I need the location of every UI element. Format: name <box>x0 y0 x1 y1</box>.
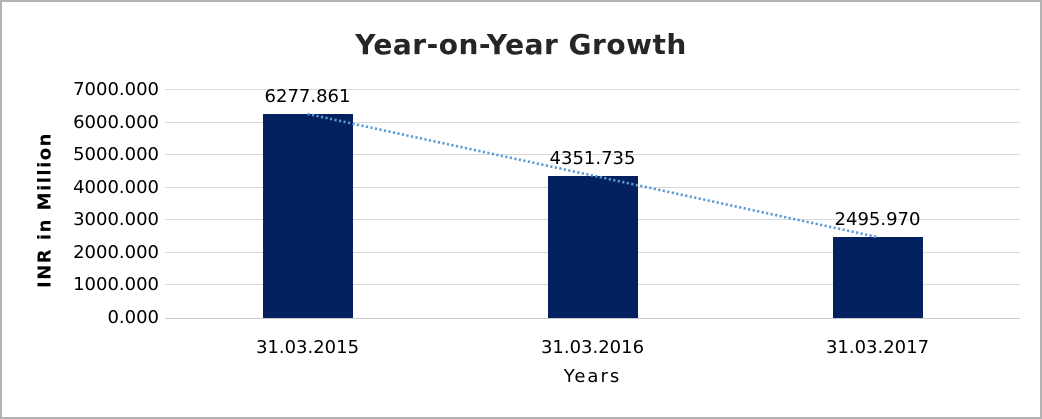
y-tick-label: 3000.000 <box>73 209 159 231</box>
y-tick-label: 2000.000 <box>73 241 159 263</box>
linear-trendline <box>307 112 878 239</box>
y-gridline <box>165 89 1020 90</box>
bar-value-label: 6277.861 <box>264 85 351 107</box>
chart-title: Year-on-Year Growth <box>355 28 687 61</box>
y-tick-label: 5000.000 <box>73 144 159 166</box>
trendline <box>307 112 878 239</box>
bar-31.03.2015 <box>262 113 353 318</box>
bar-value-label: 4351.735 <box>549 148 636 170</box>
x-tick-label: 31.03.2017 <box>825 337 930 358</box>
x-axis-title: Years <box>563 366 622 387</box>
bar-31.03.2017 <box>832 236 923 318</box>
bar-value-label: 2495.970 <box>834 208 921 230</box>
y-gridline <box>165 122 1020 123</box>
y-tick-label: 6000.000 <box>73 111 159 133</box>
y-tick-label: 4000.000 <box>73 176 159 198</box>
y-tick-label: 7000.000 <box>73 79 159 100</box>
x-axis-baseline <box>165 318 1020 319</box>
plot-area <box>165 89 1020 319</box>
x-tick-label: 31.03.2016 <box>540 337 645 358</box>
y-tick-label: 1000.000 <box>73 274 159 296</box>
y-gridline <box>165 154 1020 155</box>
x-tick-label: 31.03.2015 <box>255 337 360 358</box>
bar-31.03.2016 <box>547 176 638 318</box>
y-tick-label: 0.000 <box>107 307 159 328</box>
